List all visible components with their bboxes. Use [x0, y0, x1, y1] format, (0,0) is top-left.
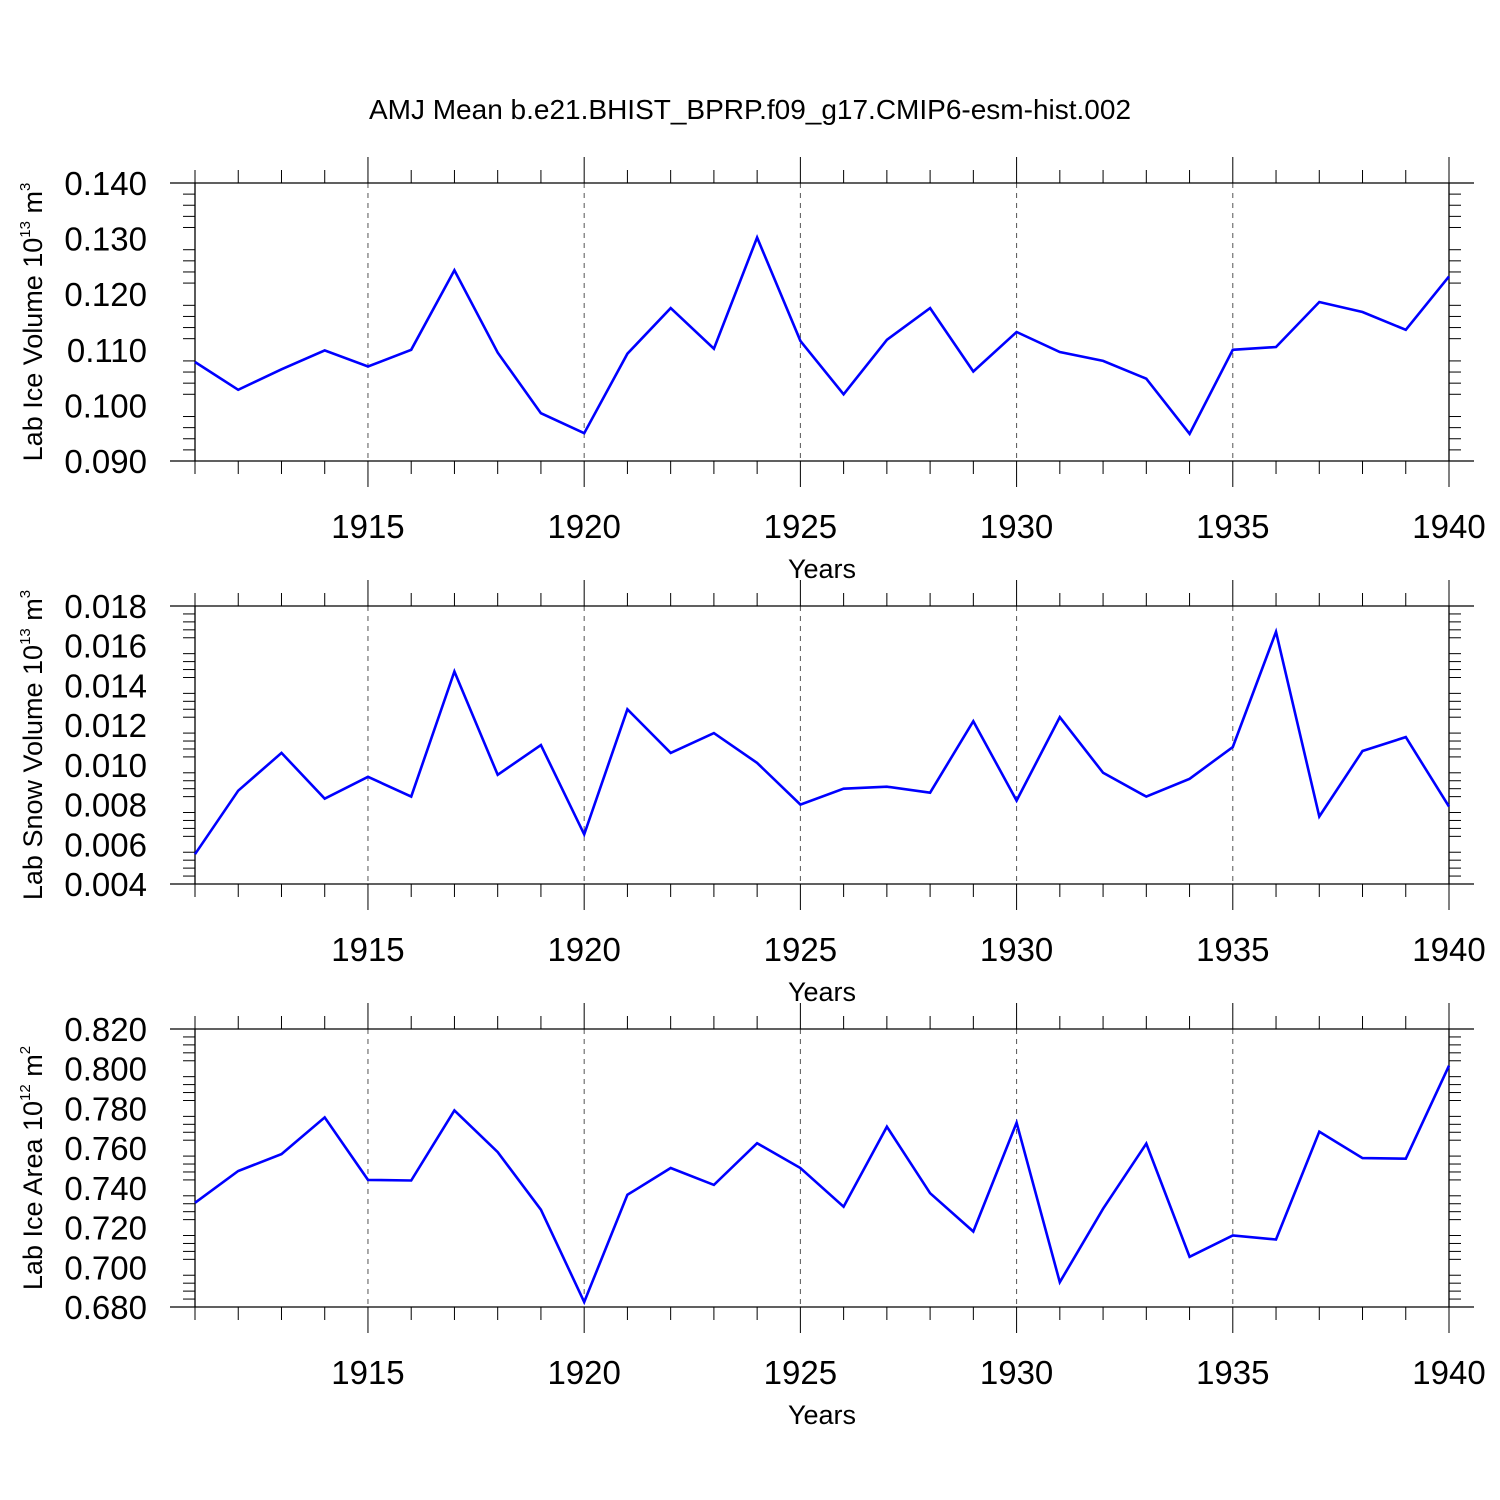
y-tick-label: 0.090: [64, 443, 147, 480]
x-tick-label: 1920: [547, 508, 620, 545]
y-tick-label: 0.010: [64, 747, 147, 784]
x-tick-label: 1915: [331, 931, 404, 968]
y-tick-label: 0.680: [64, 1289, 147, 1326]
panels-group: 1915 1920 1925 1930 1935 1940 0.090 0.100 0.110 0…: [17, 157, 1486, 1430]
y-tick-label: 0.820: [64, 1011, 147, 1048]
x-tick-label: 1915: [331, 1354, 404, 1391]
x-axis-label: Years: [788, 1400, 856, 1430]
y-tick-label: 0.018: [64, 588, 147, 625]
x-tick-label: 1930: [980, 508, 1053, 545]
x-tick-label: 1935: [1196, 931, 1269, 968]
y-tick-label: 0.016: [64, 628, 147, 665]
panel-1: 1915 1920 1925 1930 1935 1940 0.090 0.100 0.110 0…: [17, 157, 1486, 584]
chart-title: AMJ Mean b.e21.BHIST_BPRP.f09_g17.CMIP6-…: [369, 94, 1131, 125]
y-tick-label: 0.780: [64, 1090, 147, 1127]
x-tick-label: 1940: [1412, 931, 1485, 968]
y-tick-label: 0.006: [64, 826, 147, 863]
x-tick-label: 1925: [764, 508, 837, 545]
y-tick-label: 0.012: [64, 707, 147, 744]
series-line: [194, 234, 1451, 437]
x-tick-label: 1935: [1196, 508, 1269, 545]
x-tick-label: 1925: [764, 1354, 837, 1391]
series-line: [193, 627, 1451, 855]
y-axis-label: Lab Snow Volume 1013 m3: [17, 590, 48, 900]
x-tick-label: 1925: [764, 931, 837, 968]
y-tick-label: 0.720: [64, 1210, 147, 1247]
x-tick-label: 1915: [331, 508, 404, 545]
y-tick-label: 0.014: [64, 667, 147, 704]
y-tick-label: 0.740: [64, 1170, 147, 1207]
x-tick-label: 1920: [547, 931, 620, 968]
x-tick-label: 1940: [1412, 1354, 1485, 1391]
y-tick-label: 0.700: [64, 1249, 147, 1286]
y-tick-label: 0.004: [64, 866, 147, 903]
series-line: [194, 1065, 1451, 1306]
y-tick-label: 0.120: [64, 276, 147, 313]
y-tick-label: 0.130: [64, 221, 147, 258]
y-tick-label: 0.140: [64, 165, 147, 202]
y-tick-label: 0.800: [64, 1051, 147, 1088]
y-tick-label: 0.100: [64, 387, 147, 424]
x-axis-label: Years: [788, 554, 856, 584]
x-axis-label: Years: [788, 977, 856, 1007]
y-axis-label: Lab Ice Area 1012 m2: [17, 1046, 48, 1290]
x-tick-label: 1920: [547, 1354, 620, 1391]
x-tick-label: 1930: [980, 1354, 1053, 1391]
panel-3: 1915 1920 1925 1930 1935 19400.6800.7000.7200…: [17, 1003, 1486, 1430]
panel-2: 1915 1920 1925 1930 1935 19400.0040.0060.0080…: [17, 580, 1486, 1007]
y-tick-label: 0.008: [64, 787, 147, 824]
y-axis-label: Lab Ice Volume 1013 m3: [17, 183, 48, 462]
x-tick-label: 1940: [1412, 508, 1485, 545]
y-tick-label: 0.110: [67, 332, 147, 369]
x-tick-label: 1930: [980, 931, 1053, 968]
x-tick-label: 1935: [1196, 1354, 1269, 1391]
y-tick-label: 0.760: [64, 1130, 147, 1167]
